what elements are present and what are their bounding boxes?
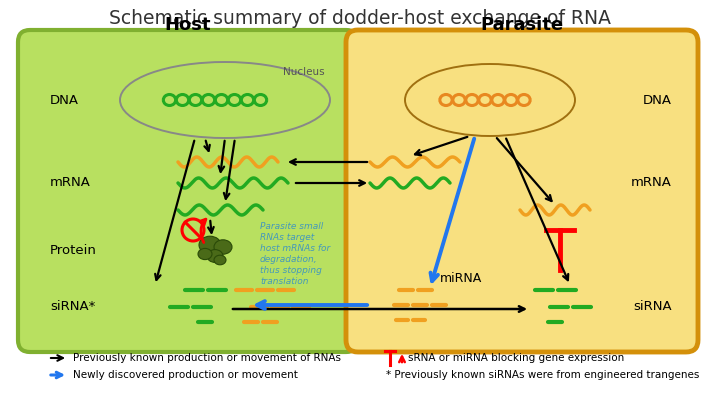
Text: Newly discovered production or movement: Newly discovered production or movement [73, 370, 298, 380]
Text: Schematic summary of dodder-host exchange of RNA: Schematic summary of dodder-host exchang… [109, 9, 611, 28]
Text: * Previously known siRNAs were from engineered trangenes: * Previously known siRNAs were from engi… [386, 370, 699, 380]
Text: Host: Host [165, 16, 211, 34]
Ellipse shape [199, 236, 221, 254]
Text: Protein: Protein [50, 243, 97, 256]
Text: Previously known production or movement of RNAs: Previously known production or movement … [73, 353, 341, 363]
Text: Parasite small
RNAs target
host mRNAs for
degradation,
thus stopping
translation: Parasite small RNAs target host mRNAs fo… [260, 222, 330, 286]
Ellipse shape [198, 248, 212, 260]
Text: mRNA: mRNA [50, 177, 91, 190]
FancyBboxPatch shape [18, 30, 358, 352]
FancyBboxPatch shape [346, 30, 698, 352]
Text: DNA: DNA [50, 94, 79, 107]
Ellipse shape [207, 249, 223, 262]
Text: DNA: DNA [643, 94, 672, 107]
Text: miRNA: miRNA [440, 272, 482, 285]
Text: mRNA: mRNA [631, 177, 672, 190]
Text: sRNA or miRNA blocking gene expression: sRNA or miRNA blocking gene expression [408, 353, 624, 363]
Ellipse shape [214, 240, 232, 254]
Text: Parasite: Parasite [480, 16, 564, 34]
Text: Nucleus: Nucleus [284, 67, 325, 77]
Text: siRNA*: siRNA* [50, 301, 95, 313]
Text: siRNA: siRNA [634, 301, 672, 313]
Ellipse shape [214, 255, 226, 265]
